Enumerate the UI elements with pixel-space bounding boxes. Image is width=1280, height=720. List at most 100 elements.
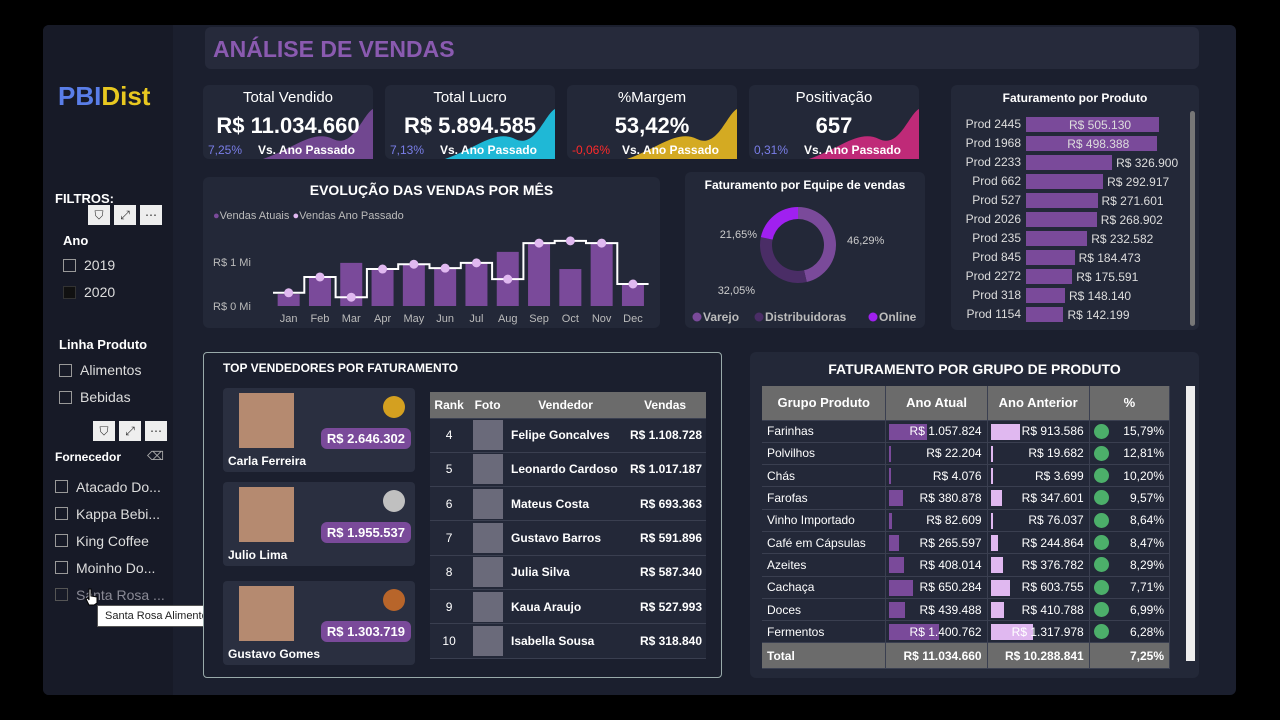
legend-label: Online [879, 310, 917, 324]
column-header[interactable]: Vendedor [506, 392, 625, 419]
checkbox-2019[interactable]: 2019 [63, 257, 115, 273]
seller-photo [468, 589, 507, 625]
kpi-value: 53,42% [614, 113, 690, 138]
bar [1026, 212, 1097, 227]
column-header[interactable]: Grupo Produto [762, 386, 887, 421]
table-row[interactable]: 9 Kaua Araujo R$ 527.993 [430, 589, 706, 625]
kpi-vs-label: Vs. Ano Passado [622, 143, 719, 157]
table-row[interactable]: Cachaça R$ 650.284 R$ 603.755 7,71% [762, 576, 1171, 599]
checkbox-fornecedor[interactable]: Kappa Bebi... [55, 500, 165, 527]
product-bar-row[interactable]: Prod 2026 R$ 268.902 [951, 210, 1186, 229]
product-bar-row[interactable]: Prod 527 R$ 271.601 [951, 191, 1186, 210]
bar-value: R$ 184.473 [1078, 251, 1141, 265]
product-bar-row[interactable]: Prod 235 R$ 232.582 [951, 229, 1186, 248]
x-tick: Dec [623, 313, 643, 325]
more-options-icon[interactable]: ⋯ [145, 421, 167, 441]
product-label: Prod 1154 [966, 307, 1022, 321]
product-bar-row[interactable]: Prod 845 R$ 184.473 [951, 248, 1186, 267]
podium-card[interactable]: Julio Lima R$ 1.955.537 [223, 482, 415, 566]
data-bar [889, 557, 905, 574]
focus-mode-icon[interactable]: ⤢ [114, 205, 136, 225]
column-header[interactable]: Rank [430, 392, 469, 419]
product-label: Prod 2272 [965, 269, 1021, 283]
table-row[interactable]: 7 Gustavo Barros R$ 591.896 [430, 520, 706, 556]
checkbox-fornecedor[interactable]: Moinho Do... [55, 554, 165, 581]
checkbox-fornecedor[interactable]: King Coffee [55, 527, 165, 554]
focus-mode-icon[interactable]: ⤢ [119, 421, 141, 441]
linha-label: Linha Produto [59, 337, 148, 352]
checkbox-alimentos[interactable]: Alimentos [59, 362, 141, 378]
checkbox-fornecedor[interactable]: Atacado Do... [55, 473, 165, 500]
table-row[interactable]: Farinhas R$ 1.057.824 R$ 913.586 15,79% [762, 420, 1171, 443]
checkbox-fornecedor[interactable]: Santa Rosa ... [55, 581, 165, 608]
bar [621, 284, 644, 306]
filter-icon[interactable]: ⛉ [88, 205, 110, 225]
legend-marker [692, 312, 702, 322]
table-row[interactable]: Fermentos R$ 1.400.762 R$ 1.317.978 6,28% [762, 620, 1171, 644]
rank: 5 [430, 452, 469, 488]
dashboard: PBIDist FILTROS: ⛉ ⤢ ⋯ Ano 2019 2020 Linha… [43, 25, 1236, 695]
bar-value: R$ 292.917 [1107, 175, 1170, 189]
header: ANÁLISE DE VENDAS [205, 27, 1199, 69]
bar [1026, 231, 1088, 246]
column-header[interactable]: % [1089, 386, 1171, 421]
podium-card[interactable]: Gustavo Gomes R$ 1.303.719 [223, 581, 415, 665]
table-row[interactable]: Vinho Importado R$ 82.609 R$ 76.037 8,64% [762, 509, 1171, 532]
column-header[interactable]: Foto [468, 392, 507, 419]
percent-change: 6,99% [1129, 602, 1164, 617]
percent-change: 9,57% [1129, 491, 1164, 506]
seller-sales: R$ 591.896 [624, 520, 706, 556]
y-tick: R$ 1 Mi [213, 257, 251, 269]
table-row[interactable]: Doces R$ 439.488 R$ 410.788 6,99% [762, 598, 1171, 622]
table-row[interactable]: 5 Leonardo Cardoso R$ 1.017.187 [430, 452, 706, 488]
product-label: Prod 1968 [965, 136, 1021, 150]
table-row[interactable]: 8 Julia Silva R$ 587.340 [430, 555, 706, 590]
product-bar-row[interactable]: Prod 2272 R$ 175.591 [951, 267, 1186, 286]
group-name: Cachaça [762, 576, 887, 599]
product-bar-row[interactable]: Prod 1968 R$ 498.388 [951, 134, 1186, 153]
product-bar-row[interactable]: Prod 318 R$ 148.140 [951, 286, 1186, 305]
product-label: Prod 845 [972, 250, 1021, 264]
bar [528, 243, 551, 306]
column-header[interactable]: Ano Anterior [987, 386, 1090, 421]
current-year: R$ 650.284 [919, 580, 982, 595]
more-options-icon[interactable]: ⋯ [140, 205, 162, 225]
bar [1026, 269, 1073, 284]
column-header[interactable]: Vendas [624, 392, 706, 419]
product-bar-row[interactable]: Prod 2445 R$ 505.130 [951, 115, 1186, 134]
scrollbar[interactable] [1190, 111, 1195, 326]
prev-year-point [565, 236, 575, 246]
data-bar [889, 445, 892, 462]
table-row[interactable]: Polvilhos R$ 22.204 R$ 19.682 12,81% [762, 442, 1171, 466]
seller-sales: R$ 1.303.719 [320, 621, 411, 642]
donut-slice [760, 237, 807, 283]
scrollbar[interactable] [1186, 386, 1195, 661]
seller-name: Carla Ferreira [228, 454, 307, 468]
filter-icon[interactable]: ⛉ [93, 421, 115, 441]
visual-toolbar: ⛉ ⤢ ⋯ [88, 205, 162, 225]
seller-sales: R$ 1.955.537 [320, 522, 411, 543]
table-row[interactable]: Farofas R$ 380.878 R$ 347.601 9,57% [762, 486, 1171, 510]
checkbox-2020[interactable]: 2020 [63, 284, 115, 300]
column-header[interactable]: Ano Atual [885, 386, 988, 421]
seller-photo [239, 393, 294, 448]
podium-card[interactable]: Carla Ferreira R$ 2.646.302 [223, 388, 415, 472]
table-row[interactable]: 10 Isabella Sousa R$ 318.840 [430, 623, 706, 659]
checkbox-bebidas[interactable]: Bebidas [59, 389, 131, 405]
product-bar-row[interactable]: Prod 2233 R$ 326.900 [951, 153, 1186, 172]
group-name: Farinhas [762, 420, 887, 443]
product-bar-row[interactable]: Prod 1154 R$ 142.199 [951, 305, 1186, 324]
tooltip: Santa Rosa Alimentos [97, 605, 222, 627]
table-row[interactable]: Azeites R$ 408.014 R$ 376.782 8,29% [762, 553, 1171, 577]
data-bar [990, 490, 1002, 507]
kpi-card: %Margem 53,42% -0,06% Vs. Ano Passado [567, 85, 737, 159]
table-row[interactable]: 6 Mateus Costa R$ 693.363 [430, 486, 706, 522]
x-tick: Jun [436, 313, 454, 325]
medal-icon [383, 396, 405, 418]
product-bar-row[interactable]: Prod 662 R$ 292.917 [951, 172, 1186, 191]
eraser-icon[interactable]: ⌫ [147, 449, 164, 463]
table-row[interactable]: 4 Felipe Goncalves R$ 1.108.728 [430, 418, 706, 453]
table-row[interactable]: Café em Cápsulas R$ 265.597 R$ 244.864 8,47… [762, 531, 1171, 555]
legend: ●Vendas Atuais ●Vendas Ano Passado [213, 210, 404, 222]
table-row[interactable]: Chás R$ 4.076 R$ 3.699 10,20% [762, 464, 1171, 488]
